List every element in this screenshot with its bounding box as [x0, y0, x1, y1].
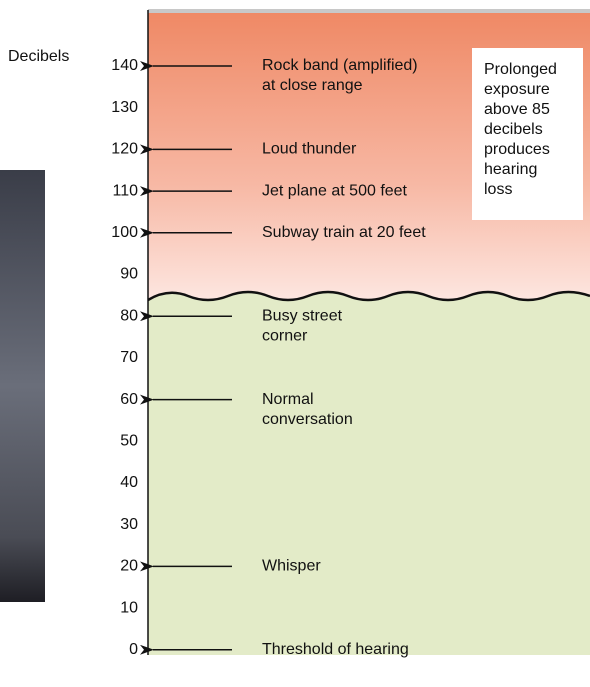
threshold-wave: [147, 290, 590, 302]
top-border: [148, 9, 590, 13]
safe-zone: [148, 292, 590, 655]
note-text: decibels: [484, 121, 543, 138]
annotation: conversation: [262, 411, 353, 428]
annotation: Normal: [262, 391, 314, 408]
annotation: corner: [262, 327, 308, 344]
note-text: loss: [484, 181, 512, 198]
note-text: exposure: [484, 81, 550, 98]
annotation: Rock band (amplified): [262, 57, 418, 74]
note-text: Prolonged: [484, 61, 557, 78]
photo: [0, 170, 45, 602]
tick-label: 30: [120, 516, 138, 533]
annotation: Subway train at 20 feet: [262, 224, 426, 241]
note-box: [472, 48, 583, 220]
annotation: Busy street: [262, 307, 343, 324]
tick-label: 20: [120, 558, 138, 575]
tick-label: 70: [120, 349, 138, 366]
note-text: produces: [484, 141, 550, 158]
annotation: Whisper: [262, 558, 321, 575]
tick-label: 0: [129, 641, 138, 658]
tick-label: 60: [120, 391, 138, 408]
annotation: Threshold of hearing: [262, 641, 409, 658]
tick-label: 10: [120, 599, 138, 616]
tick-label: 90: [120, 266, 138, 283]
annotation: Loud thunder: [262, 141, 357, 158]
tick-label: 110: [112, 182, 138, 199]
tick-label: 80: [120, 307, 138, 324]
tick-label: 140: [111, 57, 138, 74]
annotation: at close range: [262, 77, 363, 94]
tick-label: 100: [111, 224, 138, 241]
tick-label: 120: [111, 141, 138, 158]
axis-label: Decibels: [8, 48, 69, 65]
tick-label: 130: [111, 99, 138, 116]
note-text: above 85: [484, 101, 550, 118]
annotation: Jet plane at 500 feet: [262, 182, 408, 199]
tick-label: 50: [120, 433, 138, 450]
tick-label: 40: [120, 474, 138, 491]
note-text: hearing: [484, 161, 537, 178]
